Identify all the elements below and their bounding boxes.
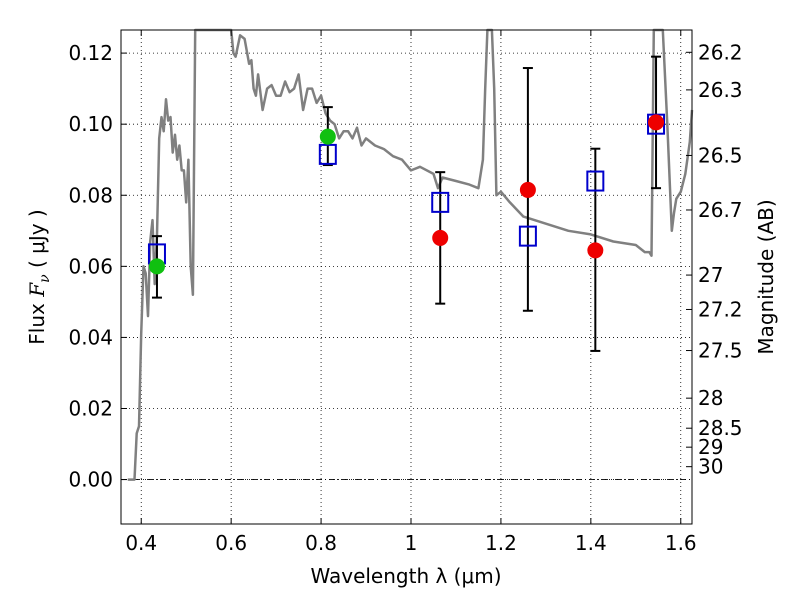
y-axis-label-prefix: Flux	[25, 297, 49, 345]
y-axis-label-subscript: ν	[37, 274, 53, 283]
filled-circle-marker	[587, 242, 604, 259]
filled-circle-marker	[148, 258, 165, 275]
right-tick-label: 27	[698, 263, 723, 287]
open-square-marker	[431, 191, 450, 213]
right-axis-label: Magnitude (AB)	[754, 199, 778, 354]
filled-circle-marker	[319, 128, 336, 145]
ticks: 0.4 0.6 0.8 1 1.2 1.4 1.6 0.00 0.02 0.04 0.06 0.08 0…	[68, 30, 743, 555]
x-tick-label: 0.8	[305, 531, 337, 555]
x-tick-label: 0.4	[125, 531, 157, 555]
filled-circle-marker	[432, 229, 449, 246]
model-spectrum	[127, 28, 694, 481]
y-tick-label: 0.08	[68, 183, 113, 207]
x-tick-label: 1.4	[575, 531, 607, 555]
open-square-marker	[586, 170, 605, 192]
right-tick-label: 28	[698, 386, 723, 410]
y-tick-label: 0.04	[68, 325, 113, 349]
right-tick-label: 27.5	[698, 339, 743, 363]
x-axis-label: Wavelength λ (μm)	[310, 564, 501, 588]
model-spectrum-line	[127, 28, 694, 481]
y-axis-label-suffix: ( μJy )	[25, 209, 49, 274]
filled-circle-marker	[519, 181, 536, 198]
open-square-marker	[318, 143, 337, 165]
data-markers	[147, 113, 666, 275]
x-tick-label: 1.6	[665, 531, 697, 555]
y-axis-label-variable: F	[25, 282, 49, 298]
y-tick-label: 0.00	[68, 468, 113, 492]
y-tick-label: 0.12	[68, 41, 113, 65]
right-tick-label: 26.7	[698, 198, 743, 222]
right-tick-label: 26.2	[698, 40, 743, 64]
right-tick-label: 26.5	[698, 143, 743, 167]
plot-background	[121, 30, 692, 524]
plot-frame	[120, 29, 693, 525]
y-tick-label: 0.10	[68, 112, 113, 136]
right-tick-label: 27.2	[698, 297, 743, 321]
right-tick-label: 26.3	[698, 78, 743, 102]
x-tick-label: 0.6	[215, 531, 247, 555]
x-tick-label: 1	[405, 531, 418, 555]
x-tick-label: 1.2	[485, 531, 517, 555]
y-axis-label: Flux Fν ( μJy )	[25, 209, 53, 344]
y-tick-label: 0.06	[68, 254, 113, 278]
right-tick-label: 30	[698, 455, 723, 479]
right-tick-label: 28.5	[698, 416, 743, 440]
y-tick-label: 0.02	[68, 396, 113, 420]
open-square-marker	[518, 225, 537, 247]
right-tick-label: 29	[698, 435, 723, 459]
filled-circle-marker	[648, 114, 665, 131]
